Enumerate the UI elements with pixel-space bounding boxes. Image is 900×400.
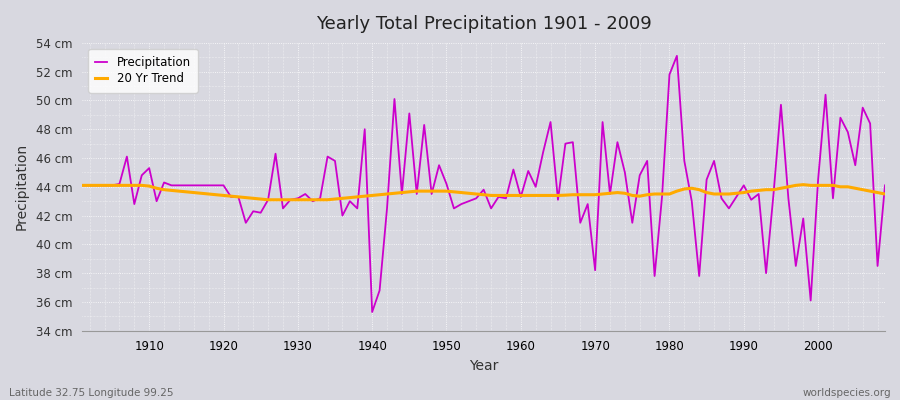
Text: Latitude 32.75 Longitude 99.25: Latitude 32.75 Longitude 99.25 — [9, 388, 174, 398]
Y-axis label: Precipitation: Precipitation — [15, 143, 29, 230]
Precipitation — [76, 183, 87, 188]
Line: 20 Yr Trend: 20 Yr Trend — [82, 185, 885, 200]
Precipitation — [367, 310, 378, 314]
20 Yr Trend — [76, 183, 87, 188]
Precipitation — [612, 140, 623, 144]
Precipitation — [345, 199, 356, 204]
20 Yr Trend — [523, 193, 534, 198]
20 Yr Trend — [516, 193, 526, 198]
Precipitation — [137, 173, 148, 178]
Line: Precipitation: Precipitation — [82, 56, 885, 312]
20 Yr Trend — [352, 194, 363, 199]
20 Yr Trend — [612, 190, 623, 195]
Text: worldspecies.org: worldspecies.org — [803, 388, 891, 398]
20 Yr Trend — [137, 183, 148, 188]
Precipitation — [523, 168, 534, 173]
Precipitation — [300, 192, 310, 196]
Precipitation — [516, 194, 526, 199]
20 Yr Trend — [263, 197, 274, 202]
X-axis label: Year: Year — [469, 359, 499, 373]
20 Yr Trend — [797, 182, 808, 187]
Precipitation — [671, 54, 682, 58]
Title: Yearly Total Precipitation 1901 - 2009: Yearly Total Precipitation 1901 - 2009 — [316, 15, 652, 33]
Legend: Precipitation, 20 Yr Trend: Precipitation, 20 Yr Trend — [88, 49, 198, 92]
Precipitation — [879, 183, 890, 188]
20 Yr Trend — [307, 197, 318, 202]
20 Yr Trend — [879, 192, 890, 196]
